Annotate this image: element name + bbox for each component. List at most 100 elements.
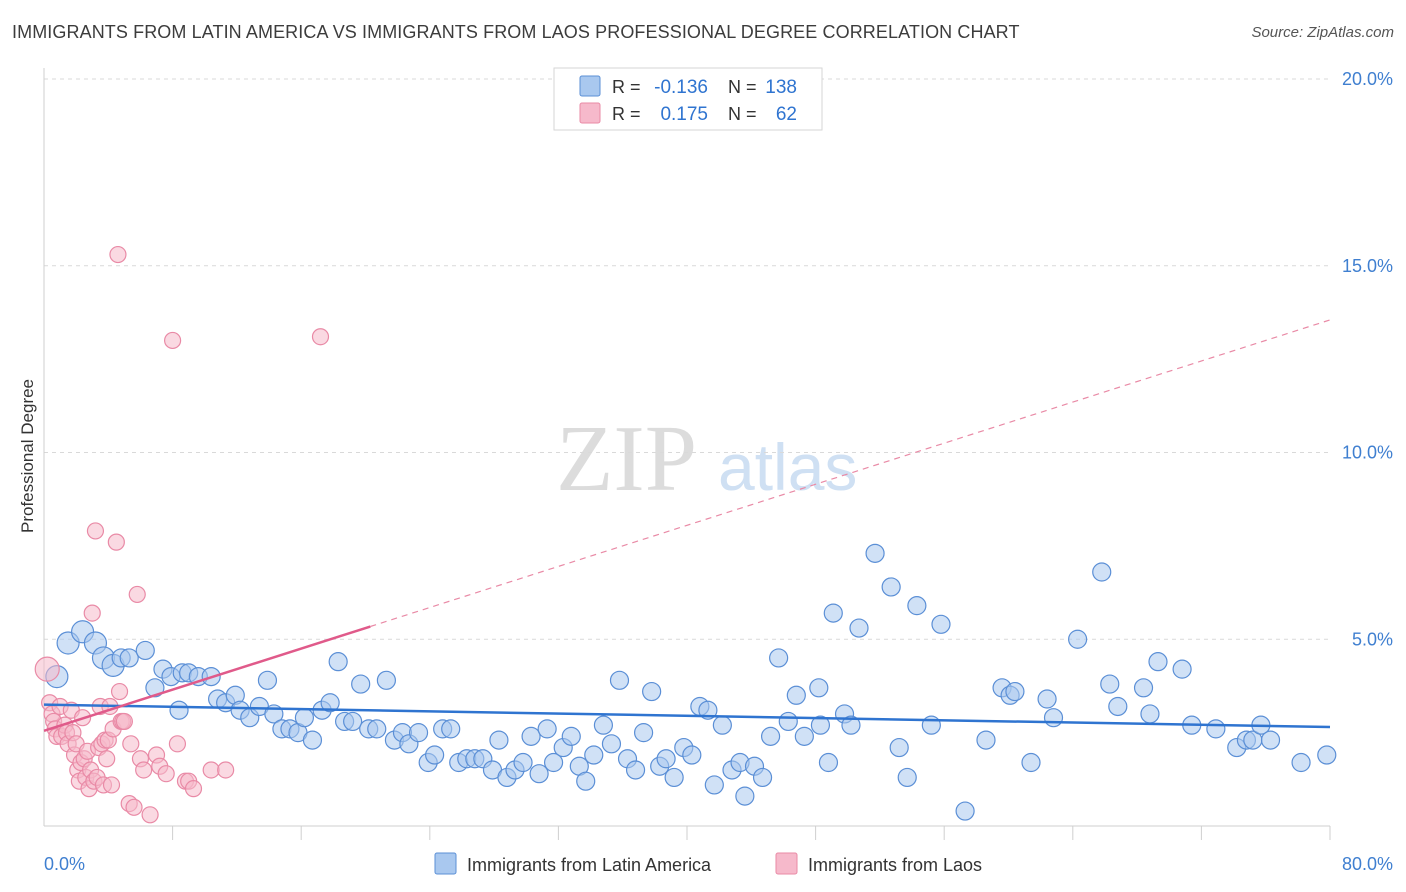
data-point-latin-america: [1140, 704, 1160, 724]
data-point-laos: [115, 712, 133, 731]
data-point-latin-america: [561, 726, 581, 746]
data-point-latin-america: [897, 767, 917, 788]
data-point-latin-america: [576, 771, 596, 791]
data-point-latin-america: [1092, 562, 1112, 582]
data-point-laos: [102, 776, 121, 794]
chart-title: IMMIGRANTS FROM LATIN AMERICA VS IMMIGRA…: [12, 22, 1020, 42]
data-point-latin-america: [818, 752, 839, 773]
data-point-latin-america: [1043, 708, 1064, 728]
trend-lines: [43, 319, 1331, 732]
trend-line-latin-america: [43, 703, 1331, 729]
data-point-latin-america: [343, 711, 363, 732]
data-point-laos: [109, 245, 127, 264]
legend-r-value: 0.175: [660, 104, 708, 125]
data-point-laos: [135, 761, 153, 779]
data-point-laos: [128, 585, 146, 604]
data-point-latin-america: [119, 648, 139, 668]
watermark-zip: ZIP: [556, 407, 697, 511]
data-point-latin-america: [976, 730, 996, 750]
data-point-latin-america: [1133, 678, 1154, 698]
legend-n-label: N =: [728, 104, 757, 124]
data-point-laos: [168, 735, 187, 753]
data-point-latin-america: [425, 745, 445, 765]
data-point-latin-america: [294, 708, 315, 728]
data-point-latin-america: [351, 674, 371, 694]
y-tick-label: 10.0%: [1342, 443, 1393, 463]
data-point-latin-america: [849, 618, 869, 638]
data-point-latin-america: [1037, 689, 1057, 709]
data-point-laos: [184, 780, 203, 798]
data-point-latin-america: [1260, 730, 1281, 750]
data-point-latin-america: [865, 543, 885, 563]
data-point-latin-america: [881, 577, 901, 597]
series-latin-america-points: [45, 543, 1337, 821]
data-point-latin-america: [1005, 681, 1025, 702]
data-point-latin-america: [537, 719, 557, 739]
data-point-latin-america: [609, 670, 630, 690]
legend-n-label: N =: [728, 77, 757, 97]
data-point-latin-america: [1291, 752, 1311, 773]
data-point-latin-america: [543, 752, 564, 773]
data-point-latin-america: [169, 700, 189, 720]
data-point-latin-america: [1021, 752, 1041, 773]
data-point-latin-america: [794, 726, 814, 746]
y-tick-label: 15.0%: [1342, 256, 1393, 276]
legend-n-value: 62: [776, 104, 797, 125]
data-point-latin-america: [735, 786, 755, 806]
legend-r-label: R =: [612, 77, 641, 97]
data-point-latin-america: [786, 685, 806, 705]
data-point-laos: [110, 682, 129, 701]
data-point-latin-america: [823, 603, 843, 623]
data-point-latin-america: [145, 678, 165, 698]
trend-line-laos-projection: [370, 319, 1331, 628]
data-point-latin-america: [682, 745, 702, 765]
data-point-latin-america: [769, 648, 789, 668]
data-point-laos: [98, 750, 116, 768]
data-point-laos: [164, 331, 182, 350]
gridlines: [44, 78, 1330, 640]
data-point-latin-america: [513, 752, 533, 773]
data-point-latin-america: [376, 670, 396, 690]
data-point-laos: [86, 522, 105, 540]
data-point-latin-america: [584, 745, 604, 765]
y-tick-label: 20.0%: [1342, 69, 1393, 89]
data-point-latin-america: [367, 719, 387, 739]
data-point-latin-america: [633, 723, 654, 743]
watermark-atlas: atlas: [718, 430, 857, 504]
y-tick-label: 5.0%: [1352, 629, 1393, 649]
series-laos-points: [34, 245, 330, 824]
data-point-latin-america: [1206, 719, 1226, 739]
stats-legend: R = -0.136 N = 138 R = 0.175 N = 62: [553, 67, 823, 131]
data-point-latin-america: [1068, 629, 1088, 649]
series-legend: Immigrants from Latin America Immigrants…: [434, 852, 982, 875]
legend-latin-america-label: Immigrants from Latin America: [467, 855, 712, 875]
data-point-latin-america: [712, 715, 732, 735]
data-point-laos: [141, 806, 159, 824]
legend-swatch-latin-america: [434, 852, 457, 875]
data-point-latin-america: [328, 652, 348, 672]
data-point-latin-america: [529, 764, 549, 784]
x-tick-label: 80.0%: [1342, 854, 1393, 874]
data-point-latin-america: [778, 711, 798, 732]
data-point-latin-america: [521, 726, 541, 746]
data-point-latin-america: [931, 614, 951, 634]
data-point-latin-america: [1172, 659, 1192, 679]
legend-r-label: R =: [612, 104, 641, 124]
y-axis-label: Professional Degree: [18, 379, 37, 533]
data-point-latin-america: [302, 730, 323, 750]
data-point-latin-america: [1108, 696, 1128, 717]
data-point-latin-america: [1100, 674, 1120, 694]
data-point-latin-america: [664, 767, 684, 788]
data-point-latin-america: [593, 715, 614, 735]
data-point-latin-america: [889, 737, 909, 758]
watermark: ZIP atlas: [556, 407, 857, 511]
legend-swatch-blue: [579, 75, 601, 97]
data-point-latin-america: [760, 726, 781, 746]
legend-swatch-pink: [579, 102, 601, 124]
data-point-laos: [34, 656, 60, 682]
data-point-latin-america: [601, 734, 622, 754]
legend-n-value: 138: [765, 77, 797, 98]
data-point-latin-america: [642, 681, 662, 702]
data-point-latin-america: [257, 670, 278, 690]
